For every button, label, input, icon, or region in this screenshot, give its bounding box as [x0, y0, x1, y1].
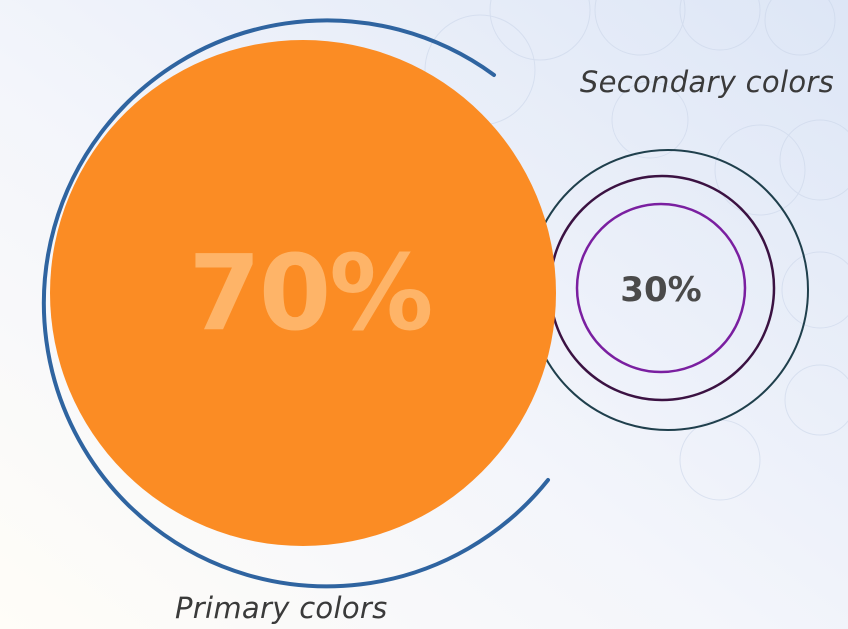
background-pattern [424, 0, 848, 501]
primary-percent: 70% [188, 232, 434, 354]
secondary-label: Secondary colors [579, 65, 834, 99]
primary-disc [50, 40, 556, 546]
primary-ring [41, 18, 550, 589]
secondary-ring-inner [575, 202, 747, 374]
primary-label: Primary colors [175, 591, 388, 625]
secondary-percent: 30% [620, 270, 702, 310]
